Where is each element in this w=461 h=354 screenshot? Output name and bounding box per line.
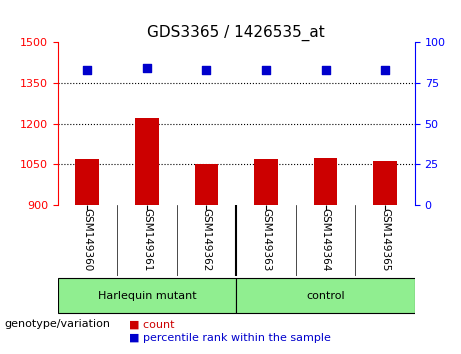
Text: GSM149362: GSM149362 xyxy=(201,208,212,272)
FancyBboxPatch shape xyxy=(236,278,415,313)
Text: ■ count: ■ count xyxy=(129,319,175,329)
Point xyxy=(322,67,329,73)
FancyBboxPatch shape xyxy=(58,278,236,313)
Bar xyxy=(135,118,159,205)
Point xyxy=(262,67,270,73)
Point xyxy=(143,65,151,71)
Text: GSM149363: GSM149363 xyxy=(261,208,271,272)
Bar xyxy=(195,164,219,205)
Text: ■ percentile rank within the sample: ■ percentile rank within the sample xyxy=(129,333,331,343)
Text: GSM149365: GSM149365 xyxy=(380,208,390,272)
Bar xyxy=(373,161,397,205)
Text: GSM149360: GSM149360 xyxy=(83,208,92,272)
Text: Harlequin mutant: Harlequin mutant xyxy=(98,291,196,301)
Bar xyxy=(76,159,99,205)
Text: genotype/variation: genotype/variation xyxy=(5,319,111,329)
Text: GSM149361: GSM149361 xyxy=(142,208,152,272)
Bar xyxy=(254,159,278,205)
Point xyxy=(381,67,389,73)
Point xyxy=(203,67,210,73)
Point xyxy=(84,67,91,73)
Text: control: control xyxy=(306,291,345,301)
Title: GDS3365 / 1426535_at: GDS3365 / 1426535_at xyxy=(148,25,325,41)
Text: GSM149364: GSM149364 xyxy=(320,208,331,272)
Bar xyxy=(313,158,337,205)
